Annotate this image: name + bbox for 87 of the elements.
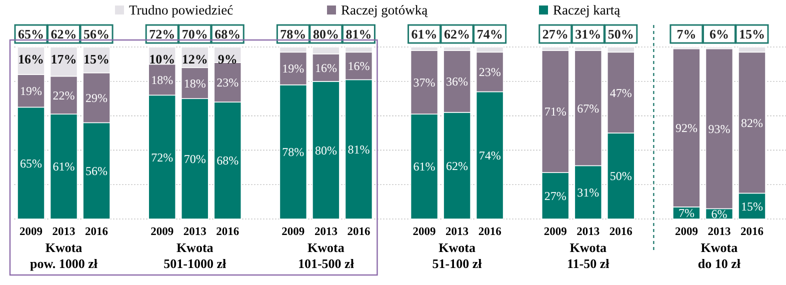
data-label: 47% [610, 86, 632, 100]
text: 15% [739, 26, 765, 42]
data-label: 29% [86, 90, 108, 105]
data-label: 19% [20, 84, 42, 98]
text: 80% [312, 26, 339, 42]
x-tick-label: 2013 [446, 226, 469, 238]
data-label: 15% [741, 199, 763, 214]
text: 61% [411, 26, 438, 42]
legend-label: Raczej kartą [553, 2, 622, 18]
text: Kwota 501-1000 zł [164, 240, 226, 271]
data-label: 6% [711, 207, 728, 222]
data-label: 18% [184, 76, 206, 90]
text: 70% [182, 26, 208, 42]
data-label: 74% [478, 148, 501, 163]
text: 50% [608, 26, 634, 42]
x-tick-label: 2013 [183, 226, 207, 238]
x-tick-label: 2009 [544, 226, 568, 238]
data-label: 27% [544, 188, 566, 203]
data-label: 15% [84, 52, 110, 67]
text: Kwota pow. 1000 zł [30, 240, 98, 271]
data-label: 70% [184, 152, 206, 166]
text: 72% [149, 26, 176, 42]
text: Kwota do 10 zł [698, 240, 741, 271]
data-label: 67% [577, 101, 600, 116]
data-label: 93% [708, 122, 730, 136]
text: 27% [542, 26, 568, 42]
text: 62% [444, 26, 470, 42]
x-tick-label: 2016 [478, 226, 502, 238]
data-label: 12% [182, 52, 208, 67]
text: 68% [214, 26, 241, 42]
data-label: 31% [577, 186, 600, 200]
data-label: 22% [52, 88, 75, 102]
text: 78% [280, 26, 306, 42]
legend-label: Trudno powiedzieć [129, 2, 234, 18]
data-label: 9% [218, 52, 238, 67]
data-label: 23% [216, 75, 239, 90]
x-tick-label: 2009 [20, 226, 43, 238]
data-label: 68% [216, 154, 239, 168]
x-tick-label: 2013 [314, 226, 338, 238]
x-tick-label: 2013 [708, 226, 731, 238]
text: Kwota 51-100 zł [432, 240, 482, 271]
data-label: 92% [675, 121, 698, 136]
data-label: 65% [20, 156, 42, 170]
text: 62% [50, 26, 77, 42]
legend-label: Raczej gotówką [341, 2, 429, 18]
data-label: 61% [413, 160, 436, 174]
x-tick-label: 2009 [674, 226, 698, 238]
data-label: 16% [18, 52, 44, 67]
text: 7% [676, 26, 696, 42]
data-label: 23% [478, 65, 501, 80]
x-tick-label: 2013 [52, 226, 76, 238]
x-tick-label: 2009 [150, 226, 174, 238]
data-label: 16% [314, 60, 337, 75]
text: Kwota 11-50 zł [567, 240, 610, 271]
data-label: 80% [314, 143, 337, 158]
text: 31% [575, 26, 602, 42]
x-tick-label: 2016 [85, 226, 108, 238]
data-label: 18% [151, 72, 174, 87]
text: 65% [18, 26, 44, 42]
text: 56% [84, 26, 110, 42]
data-label: 78% [282, 145, 304, 160]
data-label: 72% [151, 150, 174, 164]
data-label: 62% [446, 158, 468, 173]
data-label: 50% [610, 169, 632, 184]
text: 81% [346, 26, 372, 42]
text: 6% [709, 26, 729, 42]
x-tick-label: 2013 [576, 226, 600, 238]
data-label: 71% [544, 104, 566, 119]
x-tick-label: 2016 [740, 226, 764, 238]
x-tick-label: 2016 [609, 226, 633, 238]
x-tick-label: 2009 [282, 226, 305, 238]
data-label: 17% [50, 52, 77, 67]
data-label: 37% [413, 75, 436, 90]
data-label: 19% [282, 62, 304, 76]
data-label: 10% [149, 52, 176, 67]
data-label: 36% [446, 74, 468, 89]
data-label: 61% [52, 160, 75, 174]
data-label: 82% [741, 116, 763, 130]
data-label: 81% [348, 142, 370, 157]
data-label: 16% [348, 59, 370, 74]
x-tick-label: 2016 [347, 226, 370, 238]
x-tick-label: 2009 [412, 226, 436, 238]
text: Kwota 101-500 zł [298, 240, 354, 271]
x-tick-label: 2016 [216, 226, 240, 238]
data-label: 7% [678, 206, 694, 220]
data-label: 56% [86, 164, 108, 178]
text: 74% [476, 26, 503, 42]
